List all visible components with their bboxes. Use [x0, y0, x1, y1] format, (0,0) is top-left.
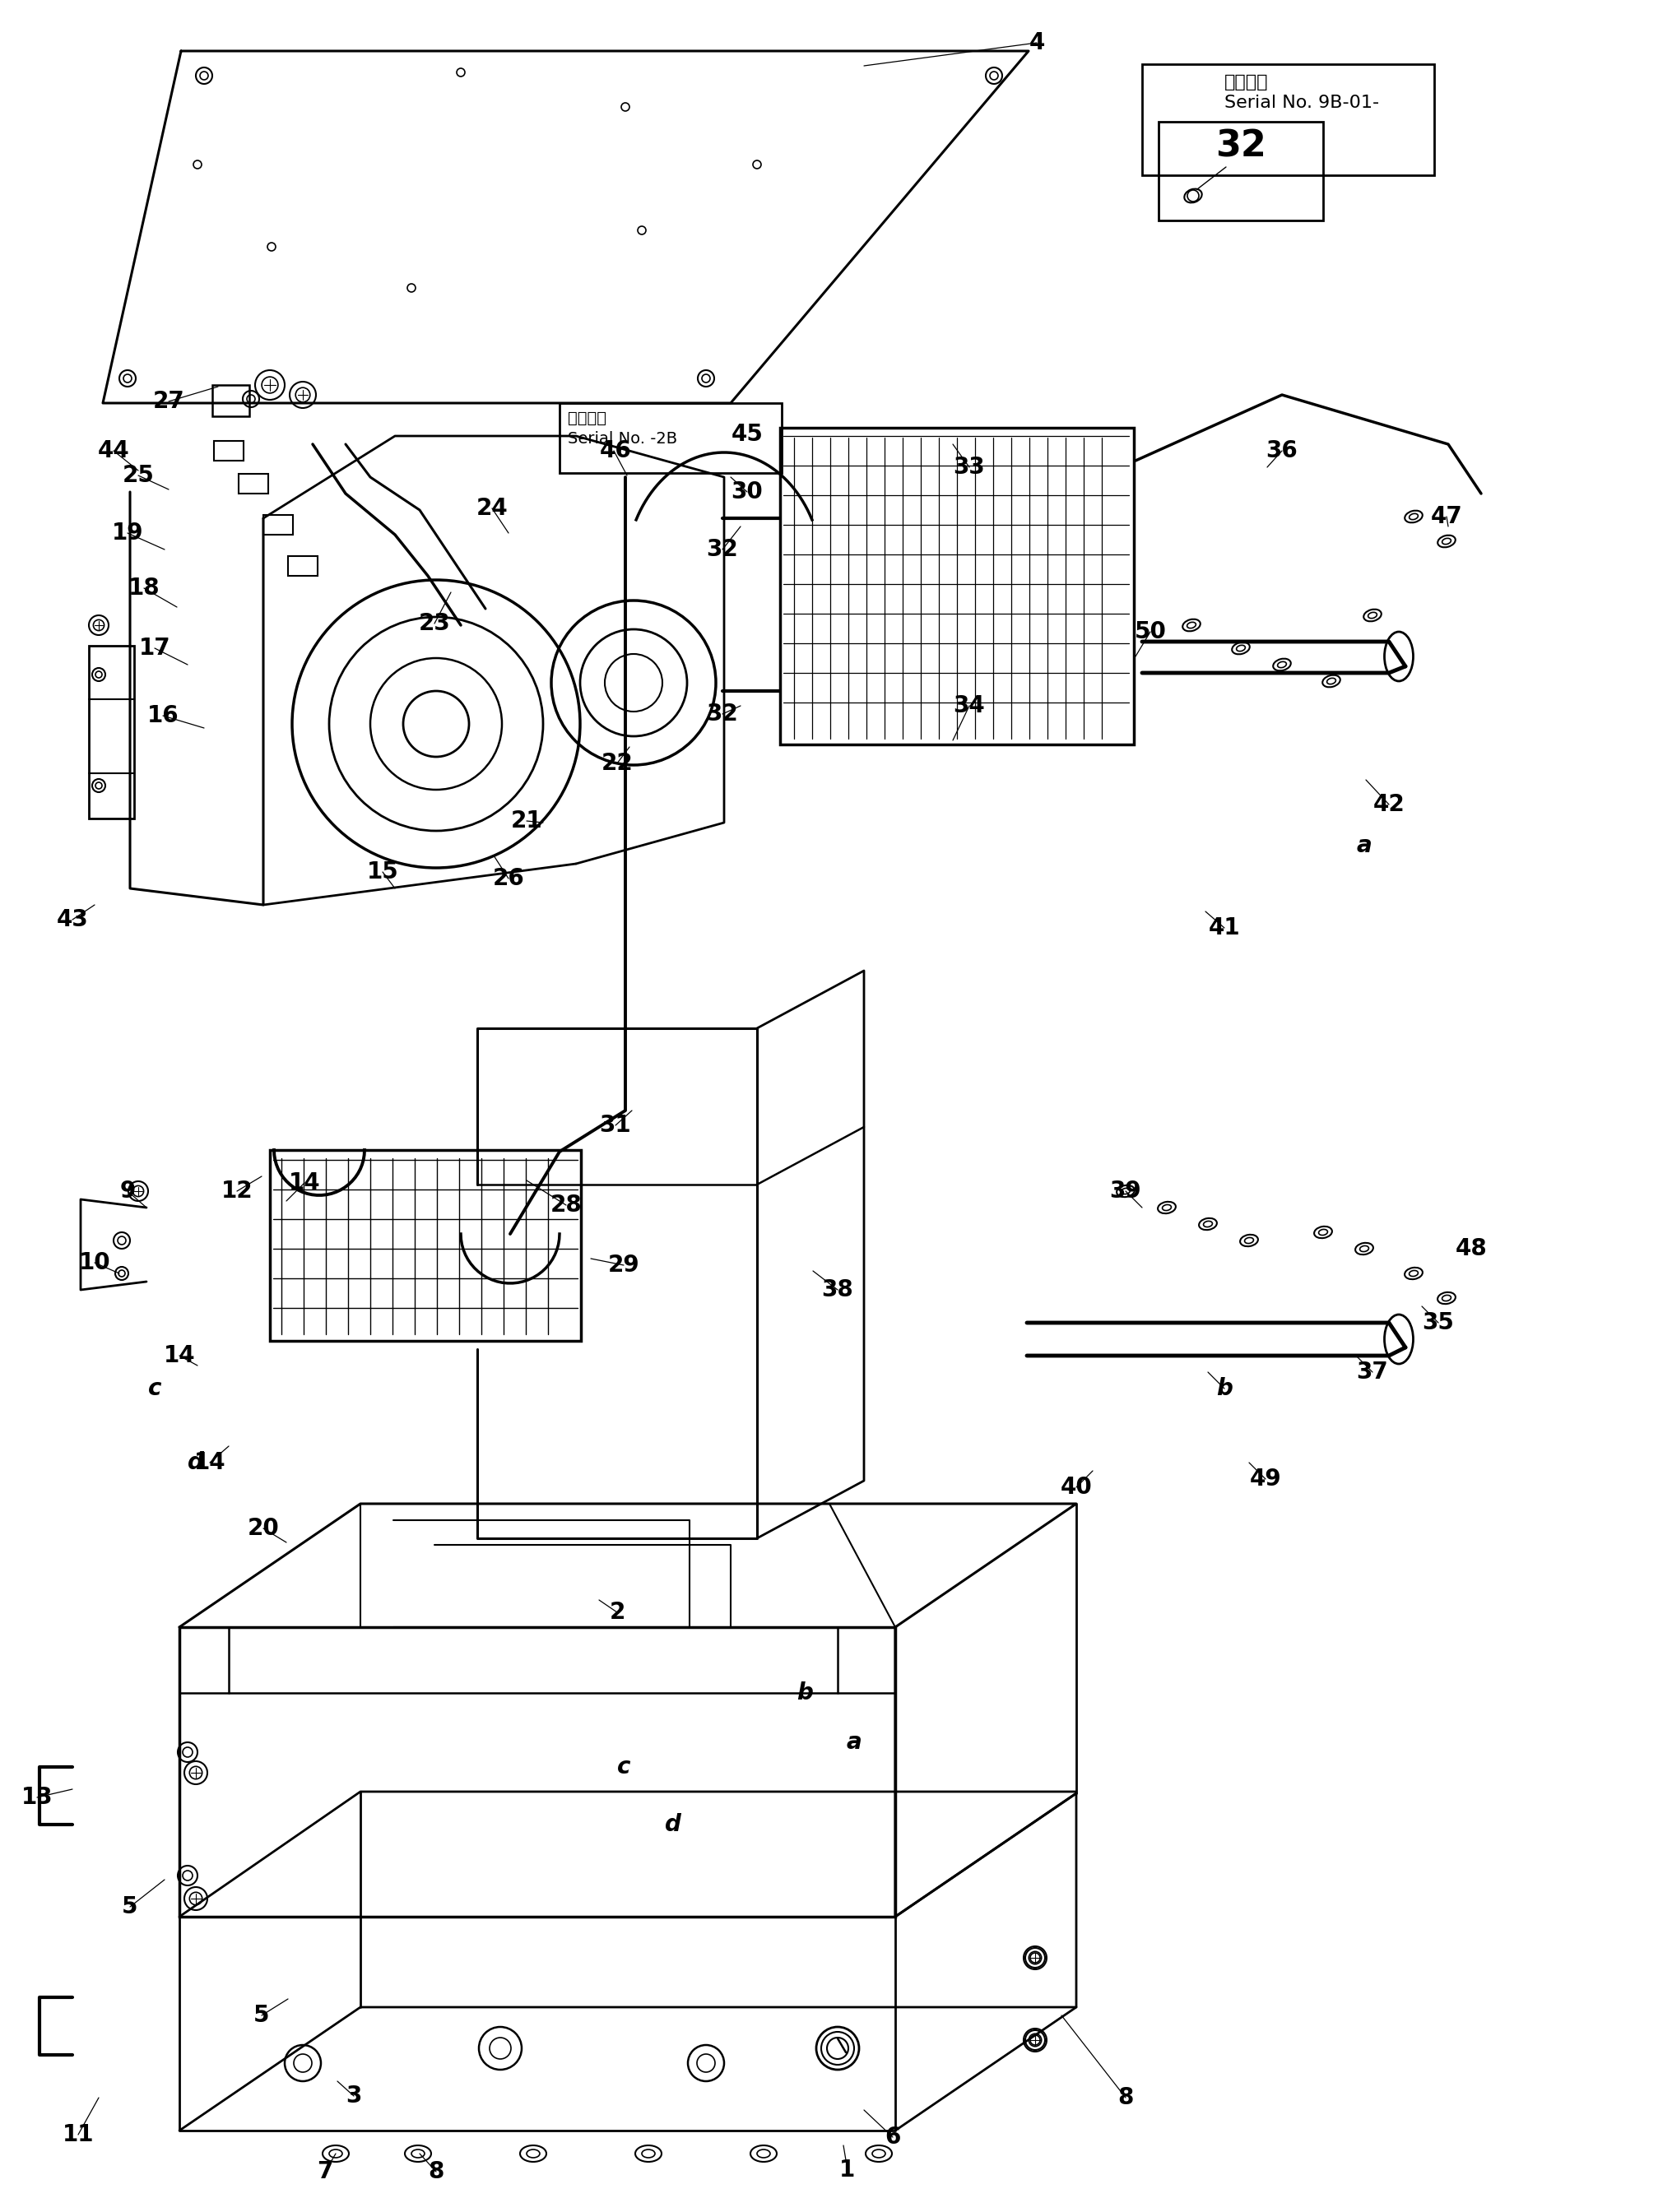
Text: 18: 18	[129, 577, 161, 599]
Text: a: a	[1356, 834, 1371, 858]
Text: 32: 32	[1216, 128, 1266, 164]
Text: 22: 22	[600, 752, 632, 774]
Text: 26: 26	[492, 867, 525, 889]
Text: 37: 37	[1356, 1360, 1388, 1385]
Text: 17: 17	[139, 637, 171, 659]
Text: 49: 49	[1249, 1467, 1281, 1491]
Text: 44: 44	[97, 440, 129, 462]
Text: 45: 45	[731, 422, 762, 447]
Bar	[263, 515, 293, 535]
Text: 10: 10	[79, 1252, 110, 1274]
Bar	[179, 1628, 895, 1916]
Text: 5: 5	[122, 1896, 139, 1918]
Text: 14: 14	[164, 1345, 196, 1367]
Text: 12: 12	[221, 1179, 252, 1203]
Bar	[288, 555, 318, 575]
Text: 20: 20	[247, 1517, 279, 1540]
Text: 32: 32	[706, 703, 737, 726]
Text: a: a	[846, 1730, 861, 1754]
Bar	[214, 440, 244, 460]
Text: 28: 28	[550, 1194, 582, 1217]
Text: 適用号機: 適用号機	[567, 409, 607, 425]
Bar	[1159, 122, 1323, 221]
Text: 24: 24	[477, 498, 508, 520]
Text: 34: 34	[953, 695, 985, 717]
Text: 4: 4	[1028, 31, 1045, 55]
Text: 14: 14	[288, 1172, 319, 1194]
Text: 13: 13	[22, 1785, 54, 1809]
Text: 6: 6	[884, 2126, 900, 2148]
Text: 16: 16	[147, 703, 179, 728]
Text: d: d	[187, 1451, 204, 1473]
Bar	[558, 403, 781, 473]
Bar	[779, 427, 1134, 745]
Text: Serial No. -2B: Serial No. -2B	[567, 431, 677, 447]
Text: 38: 38	[821, 1279, 853, 1301]
Text: 40: 40	[1060, 1475, 1092, 1500]
Text: 29: 29	[607, 1254, 639, 1276]
Text: 41: 41	[1207, 916, 1239, 940]
Text: b: b	[1216, 1378, 1232, 1400]
Text: 47: 47	[1430, 504, 1461, 529]
Text: 3: 3	[346, 2084, 361, 2108]
Text: 33: 33	[953, 456, 985, 478]
Text: 19: 19	[112, 522, 144, 544]
Text: c: c	[617, 1756, 630, 1778]
Text: 9: 9	[120, 1179, 135, 1203]
Text: 32: 32	[706, 538, 737, 562]
Text: 46: 46	[599, 440, 630, 462]
Text: 11: 11	[62, 2124, 94, 2146]
Text: c: c	[147, 1378, 162, 1400]
Text: Serial No. 9B-01-: Serial No. 9B-01-	[1224, 95, 1378, 111]
Bar	[269, 1150, 580, 1340]
Text: 35: 35	[1421, 1312, 1453, 1334]
Text: 27: 27	[152, 389, 184, 414]
Text: 適用号機: 適用号機	[1224, 73, 1267, 91]
Text: d: d	[664, 1814, 681, 1836]
Text: 15: 15	[366, 860, 398, 883]
Text: 5: 5	[254, 2004, 269, 2026]
Text: 21: 21	[510, 810, 542, 832]
Bar	[1142, 64, 1433, 175]
Text: 8: 8	[428, 2161, 443, 2183]
Text: 36: 36	[1266, 440, 1297, 462]
Text: 31: 31	[599, 1115, 630, 1137]
Text: 8: 8	[1117, 2086, 1134, 2110]
Text: 7: 7	[318, 2161, 333, 2183]
Text: 23: 23	[418, 613, 450, 635]
Bar	[89, 646, 134, 818]
Bar	[212, 385, 249, 416]
Bar	[239, 473, 268, 493]
Text: 25: 25	[122, 465, 154, 487]
Text: 30: 30	[731, 480, 762, 504]
Text: 1: 1	[839, 2159, 854, 2181]
Text: 48: 48	[1455, 1237, 1486, 1261]
Text: b: b	[796, 1681, 813, 1705]
Text: 2: 2	[609, 1601, 625, 1624]
Text: 43: 43	[57, 909, 89, 931]
Text: 14: 14	[194, 1451, 226, 1473]
Text: 42: 42	[1373, 792, 1404, 816]
Text: 39: 39	[1109, 1179, 1140, 1203]
Text: 50: 50	[1134, 619, 1165, 644]
